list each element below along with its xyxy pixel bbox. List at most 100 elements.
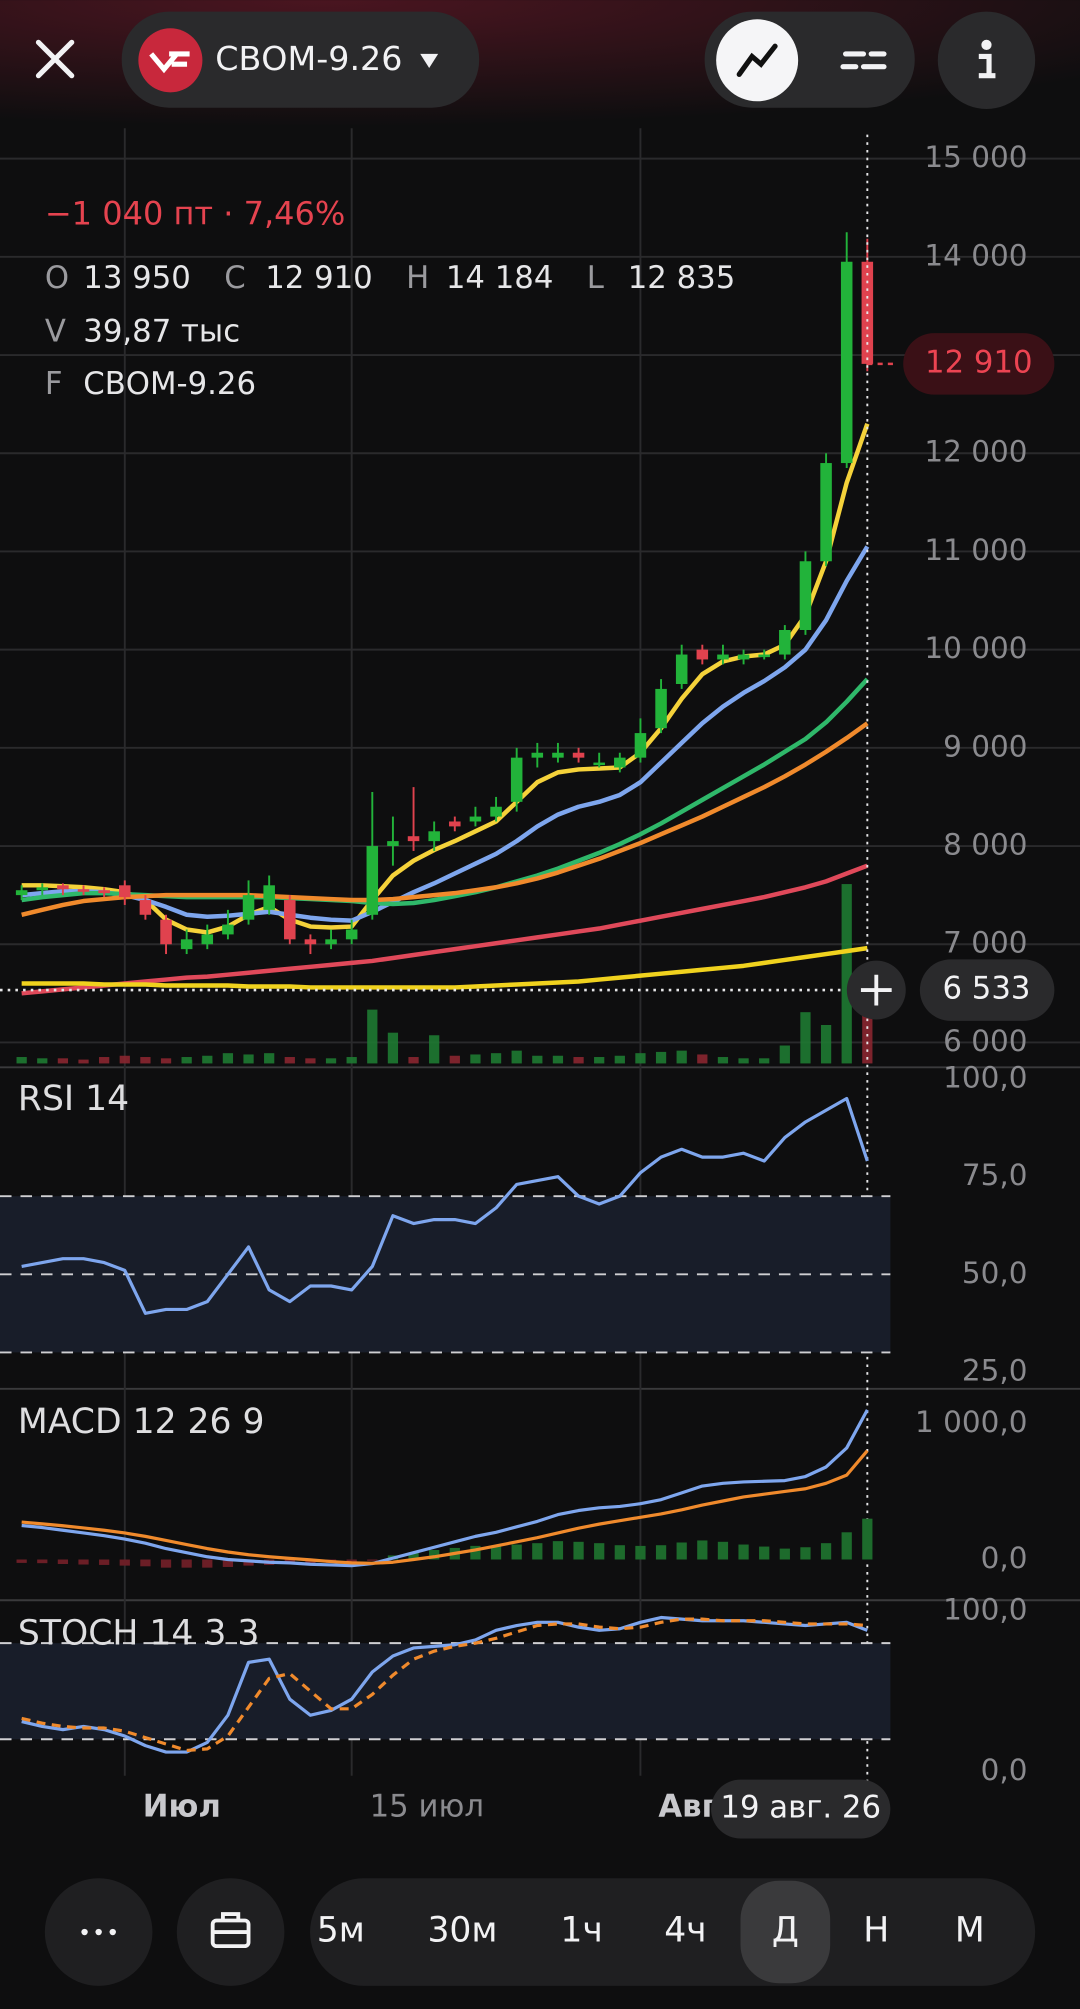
volume-bar <box>99 1057 110 1064</box>
interval-button[interactable]: 4ч <box>664 1911 706 1951</box>
histogram-bar <box>222 1559 234 1567</box>
close-label: C <box>224 260 245 296</box>
volume-bar <box>717 1057 729 1064</box>
volume-bar <box>449 1055 460 1064</box>
candle-body <box>387 841 399 847</box>
histogram-bar <box>532 1543 543 1560</box>
volume-bar <box>243 1054 254 1064</box>
volume-bar <box>862 1012 873 1064</box>
candle-body <box>737 654 750 660</box>
candle-body <box>510 757 523 802</box>
close-value: 12 910 <box>265 260 373 296</box>
volume-bar <box>57 1058 69 1064</box>
histogram-bar <box>305 1559 316 1564</box>
indicator-line <box>21 1617 868 1753</box>
crosshair-date-tag <box>711 1779 891 1839</box>
candle-body <box>57 885 69 890</box>
instrument-selector[interactable]: СВОМ-9.26 <box>121 11 480 108</box>
open-value: 13 950 <box>83 260 191 296</box>
volume-bar <box>800 1012 811 1064</box>
histogram-bar <box>511 1544 522 1560</box>
volume-bar <box>429 1035 440 1064</box>
volume-bar <box>305 1058 316 1064</box>
interval-button[interactable]: 5м <box>317 1911 365 1951</box>
interval-button[interactable]: М <box>955 1911 985 1951</box>
volume-bar <box>820 1024 832 1064</box>
candle-body <box>614 757 626 768</box>
high-label: H <box>406 260 429 296</box>
y-tick-label: 0,0 <box>981 1541 1028 1575</box>
volume-bar <box>346 1057 357 1064</box>
histogram-bar <box>552 1541 564 1560</box>
volume-bar <box>264 1053 275 1064</box>
x-tick-label: Июл <box>143 1788 221 1824</box>
candle-body <box>634 733 647 758</box>
close-button[interactable] <box>35 39 75 79</box>
histogram-bar <box>140 1559 151 1567</box>
candle-body <box>820 463 832 562</box>
volume-bar <box>140 1057 151 1064</box>
y-tick-label: 14 000 <box>924 238 1027 272</box>
candle-body <box>779 629 791 655</box>
candle-body <box>325 939 337 945</box>
crosshair-date-label: 19 авг. 26 <box>720 1790 881 1826</box>
histogram-bar <box>181 1559 192 1568</box>
plus-icon <box>860 974 892 1006</box>
histogram-bar <box>243 1559 254 1566</box>
volume-bar <box>325 1058 337 1064</box>
y-tick-label: 10 000 <box>924 631 1027 665</box>
x-tick-label: 15 июл <box>370 1788 484 1824</box>
ticker: СВОМ-9.26 <box>215 39 402 78</box>
more-button[interactable] <box>44 1878 153 1986</box>
candle-mode-icon[interactable] <box>840 51 887 70</box>
volume-bar <box>697 1054 708 1064</box>
volume-bar <box>408 1057 419 1064</box>
moving-average <box>21 945 868 990</box>
indicator-line <box>21 1096 869 1315</box>
candle-body <box>77 889 90 892</box>
histogram-bar <box>367 1559 378 1561</box>
volume-bar <box>470 1054 481 1064</box>
indicator-line <box>21 1409 869 1568</box>
panel-title: MACD 12 26 9 <box>18 1402 265 1442</box>
candle-body <box>36 887 49 891</box>
candle-body <box>366 846 379 915</box>
interval-button[interactable]: Д <box>772 1911 799 1951</box>
histogram-bar <box>779 1548 790 1560</box>
candle-body <box>840 261 853 464</box>
moving-average <box>21 423 870 935</box>
histogram-bar <box>841 1532 852 1560</box>
interval-button[interactable]: 30м <box>427 1911 497 1951</box>
volume-bar <box>655 1051 667 1064</box>
chart-style-toggle[interactable] <box>704 11 915 108</box>
interval-button[interactable]: 1ч <box>560 1911 602 1951</box>
price-change: −1 040 пт · 7,46% <box>45 194 345 232</box>
candle-body <box>593 762 605 766</box>
y-tick-label: 100,0 <box>943 1593 1027 1627</box>
histogram-bar <box>759 1546 770 1560</box>
portfolio-button[interactable] <box>176 1878 285 1986</box>
histogram-bar <box>697 1540 708 1560</box>
candle-body <box>139 900 152 915</box>
candle-body <box>552 752 564 758</box>
candle-body <box>160 919 172 945</box>
volume-bar <box>202 1055 213 1064</box>
moving-average <box>21 721 869 917</box>
interval-button[interactable]: Н <box>863 1911 889 1951</box>
histogram-bar <box>655 1545 667 1560</box>
histogram-bar <box>635 1545 646 1560</box>
histogram-bar <box>490 1545 502 1560</box>
level-band <box>0 1643 891 1740</box>
y-tick-label: 15 000 <box>924 140 1027 174</box>
volume-bar <box>160 1058 172 1064</box>
candle-body <box>449 821 461 827</box>
info-button[interactable] <box>937 11 1036 109</box>
histogram-bar <box>738 1544 749 1560</box>
y-tick-label: 0,0 <box>981 1753 1028 1787</box>
y-tick-label: 8 000 <box>943 828 1027 862</box>
y-tick-label: 50,0 <box>962 1256 1028 1290</box>
selector-pill <box>121 11 480 108</box>
candle-body <box>407 836 420 842</box>
y-tick-label: 100,0 <box>943 1060 1027 1094</box>
